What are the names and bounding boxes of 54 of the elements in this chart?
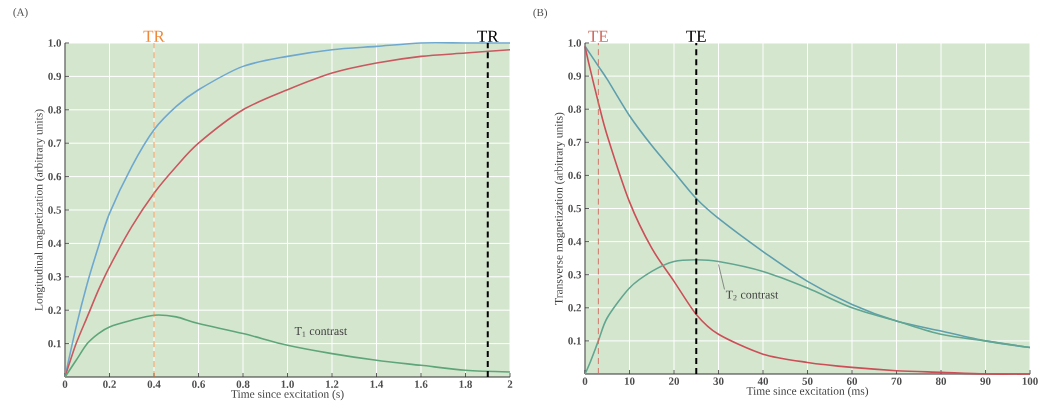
- chart-title: (A): [13, 8, 28, 19]
- x-tick-label: 10: [624, 377, 635, 385]
- x-tick-label: 60: [846, 377, 858, 385]
- y-tick-label: 0.5: [568, 204, 582, 213]
- x-tick-label: 0.2: [103, 380, 116, 388]
- y-tick-label: 0.6: [48, 172, 62, 181]
- y-tick-label: 0.5: [48, 206, 62, 214]
- y-tick-label: 0.2: [48, 306, 62, 314]
- x-tick-label: 90: [980, 377, 991, 385]
- y-tick-label: 0.4: [48, 239, 62, 248]
- x-axis-title: Time since excitation (ms): [746, 386, 869, 398]
- y-tick-label: 0.1: [48, 339, 61, 348]
- y-tick-label: 0.6: [568, 171, 582, 180]
- x-tick-label: 0: [582, 377, 588, 385]
- ref-line-label: TE: [588, 30, 608, 42]
- y-tick-label: 0.8: [568, 105, 582, 113]
- y-tick-label: 0.3: [48, 273, 62, 281]
- x-tick-label: 1.2: [326, 380, 339, 388]
- y-tick-label: 0.4: [568, 237, 582, 246]
- y-tick-label: 0.9: [568, 72, 582, 80]
- y-tick-label: 0.2: [568, 304, 582, 312]
- x-tick-label: 30: [713, 377, 724, 385]
- x-tick-label: 20: [668, 377, 680, 385]
- x-tick-label: 0.4: [147, 380, 161, 388]
- x-tick-label: 70: [891, 377, 902, 385]
- x-tick-label: 0: [62, 380, 68, 388]
- x-tick-label: 100: [1022, 377, 1038, 385]
- x-tick-label: 0.8: [236, 380, 250, 388]
- x-tick-label: 1.0: [281, 380, 294, 388]
- y-tick-label: 0.1: [568, 337, 581, 345]
- x-tick-label: 0.6: [192, 380, 206, 388]
- ref-line-label: TR: [143, 30, 165, 42]
- annotation: T$_{2}$ contrast: [725, 290, 779, 301]
- y-tick-label: 1.0: [48, 39, 62, 47]
- y-tick-label: 0.7: [48, 139, 62, 147]
- x-tick-label: 2: [507, 380, 513, 388]
- ref-line-label: TE: [686, 30, 706, 42]
- x-tick-label: 50: [802, 377, 813, 385]
- y-tick-label: 1.0: [568, 39, 582, 47]
- chart-title: (B): [533, 8, 548, 19]
- x-tick-label: 80: [935, 377, 947, 385]
- x-tick-label: 1.6: [415, 380, 428, 388]
- x-tick-label: 40: [757, 377, 769, 385]
- y-tick-label: 0.9: [48, 72, 62, 81]
- y-tick-label: 0.7: [568, 138, 582, 147]
- x-axis-title: Time since excitation (s): [231, 389, 344, 401]
- ref-line-label: TR: [477, 30, 499, 42]
- y-axis-title: Longitudinal magnetization (arbitrary units): [34, 109, 45, 311]
- x-tick-label: 1.8: [459, 380, 472, 388]
- y-tick-label: 0.8: [48, 106, 62, 114]
- x-tick-label: 1.4: [370, 380, 384, 388]
- y-axis-title: Transverse magnetization (arbitrary units): [554, 112, 565, 305]
- y-tick-label: 0.3: [568, 270, 582, 279]
- annotation: T$_{1}$ contrast: [294, 327, 348, 337]
